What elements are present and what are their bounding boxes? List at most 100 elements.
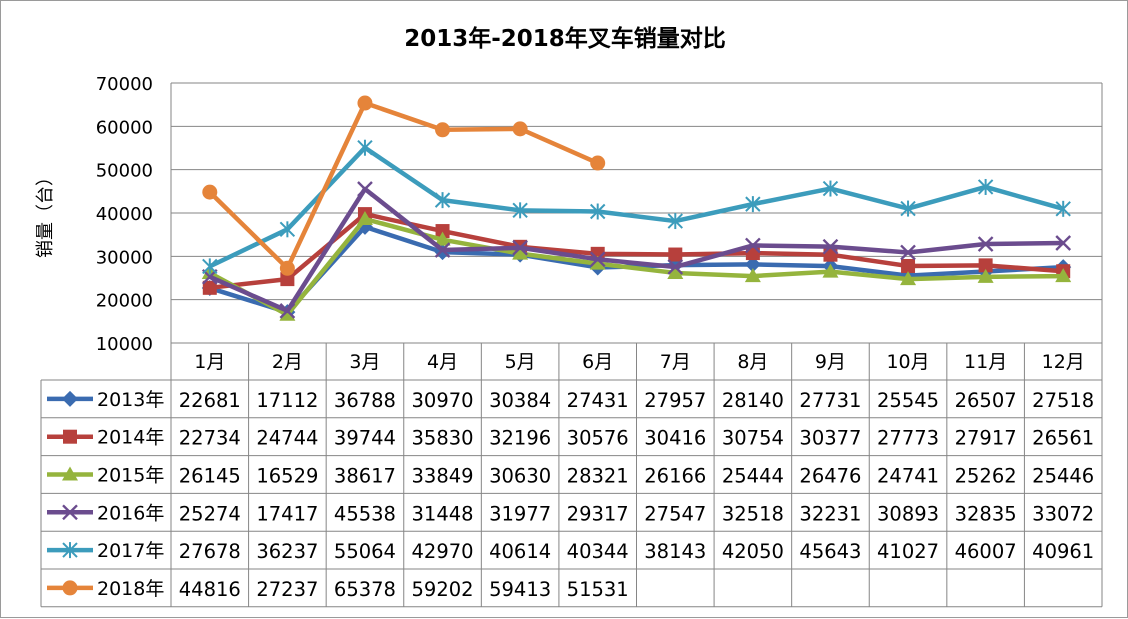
table-cell-value: 30384 bbox=[489, 389, 551, 412]
data-point bbox=[667, 264, 684, 279]
data-point bbox=[900, 200, 916, 217]
table-cell-value: 27431 bbox=[567, 389, 629, 412]
table-cell-value: 55064 bbox=[334, 540, 396, 563]
data-point-stroke bbox=[822, 238, 839, 255]
table-cell-value: 27547 bbox=[644, 502, 706, 525]
table-cell-value: 44816 bbox=[179, 578, 241, 601]
table-cell-value: 36237 bbox=[256, 540, 318, 563]
table-cell-value: 25446 bbox=[1032, 465, 1094, 488]
series-2016年 bbox=[201, 181, 1072, 319]
data-point bbox=[202, 184, 218, 200]
series-line bbox=[208, 100, 599, 271]
series-line bbox=[208, 216, 1064, 317]
x-tick-label: 1月 bbox=[194, 351, 225, 373]
legend-label: 2013年 bbox=[97, 389, 164, 411]
table-cell-value: 32231 bbox=[799, 502, 861, 525]
y-axis-label: 销量（台） bbox=[35, 168, 56, 258]
legend-marker bbox=[63, 429, 77, 444]
table-cell-value: 26166 bbox=[644, 465, 706, 488]
x-tick-label: 9月 bbox=[815, 351, 846, 373]
legend-marker bbox=[62, 580, 78, 596]
series-2018年 bbox=[202, 95, 606, 276]
data-point-stroke bbox=[745, 237, 761, 254]
data-point bbox=[901, 258, 916, 273]
table-cell-value: 27731 bbox=[799, 389, 861, 412]
table-cell-value: 27678 bbox=[179, 540, 241, 563]
data-point bbox=[512, 202, 528, 219]
table-cell-value: 30970 bbox=[412, 389, 474, 412]
data-point bbox=[202, 280, 217, 295]
data-point bbox=[435, 122, 451, 138]
table-cell-value: 39744 bbox=[334, 427, 396, 450]
table-cell-value: 24741 bbox=[877, 465, 939, 488]
x-tick-label: 4月 bbox=[427, 351, 458, 373]
table-cell-value: 32518 bbox=[722, 502, 784, 525]
data-point bbox=[1055, 200, 1071, 217]
series-line bbox=[208, 186, 1064, 314]
table-cell-value: 26507 bbox=[955, 389, 1017, 412]
data-point bbox=[589, 251, 606, 268]
table-cell-value: 26476 bbox=[799, 465, 861, 488]
table-cell-value: 40614 bbox=[489, 540, 551, 563]
data-point bbox=[977, 236, 994, 252]
data-point bbox=[279, 221, 296, 238]
table-cell-value: 35830 bbox=[412, 427, 474, 450]
series-line bbox=[209, 211, 1064, 291]
data-point bbox=[512, 245, 529, 260]
data-point bbox=[434, 192, 451, 209]
legend-marker-stroke bbox=[62, 504, 78, 521]
table-cell-value: 25274 bbox=[179, 502, 241, 525]
y-tick-label: 20000 bbox=[96, 291, 153, 312]
data-point-stroke bbox=[977, 236, 994, 252]
data-point bbox=[977, 178, 994, 195]
legend-marker bbox=[62, 466, 78, 481]
table-cell-value: 30893 bbox=[877, 502, 939, 525]
table-cell-value: 30576 bbox=[567, 427, 629, 450]
table-cell-value: 38617 bbox=[334, 465, 396, 488]
data-point bbox=[667, 259, 684, 275]
data-point bbox=[280, 272, 295, 287]
data-point-stroke bbox=[900, 244, 916, 261]
data-point-stroke bbox=[434, 242, 451, 258]
table-cell-value: 33072 bbox=[1032, 502, 1094, 525]
table-cell-value: 42050 bbox=[722, 540, 784, 563]
table-cell-value: 24744 bbox=[256, 427, 318, 450]
y-tick-label: 50000 bbox=[96, 161, 153, 182]
table-cell-value: 27237 bbox=[256, 578, 318, 601]
legend-label: 2017年 bbox=[97, 540, 164, 562]
data-point-stroke bbox=[279, 303, 296, 319]
table-cell-value: 30377 bbox=[799, 427, 861, 450]
table-cell-value: 45538 bbox=[334, 502, 396, 525]
table-cell-value: 36788 bbox=[334, 389, 396, 412]
table-cell-value: 33849 bbox=[412, 465, 474, 488]
table-cell-value: 59413 bbox=[489, 578, 551, 601]
table-cell-value: 45643 bbox=[799, 540, 861, 563]
table-cell-value: 28321 bbox=[567, 465, 629, 488]
x-tick-label: 12月 bbox=[1042, 351, 1085, 373]
table-cell-value: 27957 bbox=[644, 389, 706, 412]
data-point-stroke bbox=[589, 251, 606, 268]
legend-marker bbox=[62, 542, 78, 559]
data-point bbox=[512, 121, 528, 137]
legend-marker bbox=[62, 504, 78, 521]
x-tick-label: 10月 bbox=[886, 351, 929, 373]
table-cell-value: 31448 bbox=[412, 502, 474, 525]
table-cell-value: 65378 bbox=[334, 578, 396, 601]
legend-label: 2016年 bbox=[97, 502, 164, 524]
table-cell-value: 26145 bbox=[179, 465, 241, 488]
table-cell-value: 29317 bbox=[567, 502, 629, 525]
x-tick-label: 11月 bbox=[964, 351, 1007, 373]
table-cell-value: 32835 bbox=[955, 502, 1017, 525]
data-point bbox=[434, 242, 451, 258]
data-point bbox=[279, 306, 296, 321]
data-point bbox=[1055, 235, 1072, 251]
table-cell-value: 40344 bbox=[567, 540, 629, 563]
chart-title: 2013年-2018年叉车销量对比 bbox=[404, 25, 726, 52]
data-point bbox=[279, 260, 295, 276]
data-point bbox=[590, 203, 606, 220]
x-tick-label: 7月 bbox=[660, 351, 691, 373]
y-tick-label: 70000 bbox=[96, 74, 153, 95]
table-cell-value: 17112 bbox=[256, 389, 318, 412]
data-point-stroke bbox=[667, 259, 684, 275]
